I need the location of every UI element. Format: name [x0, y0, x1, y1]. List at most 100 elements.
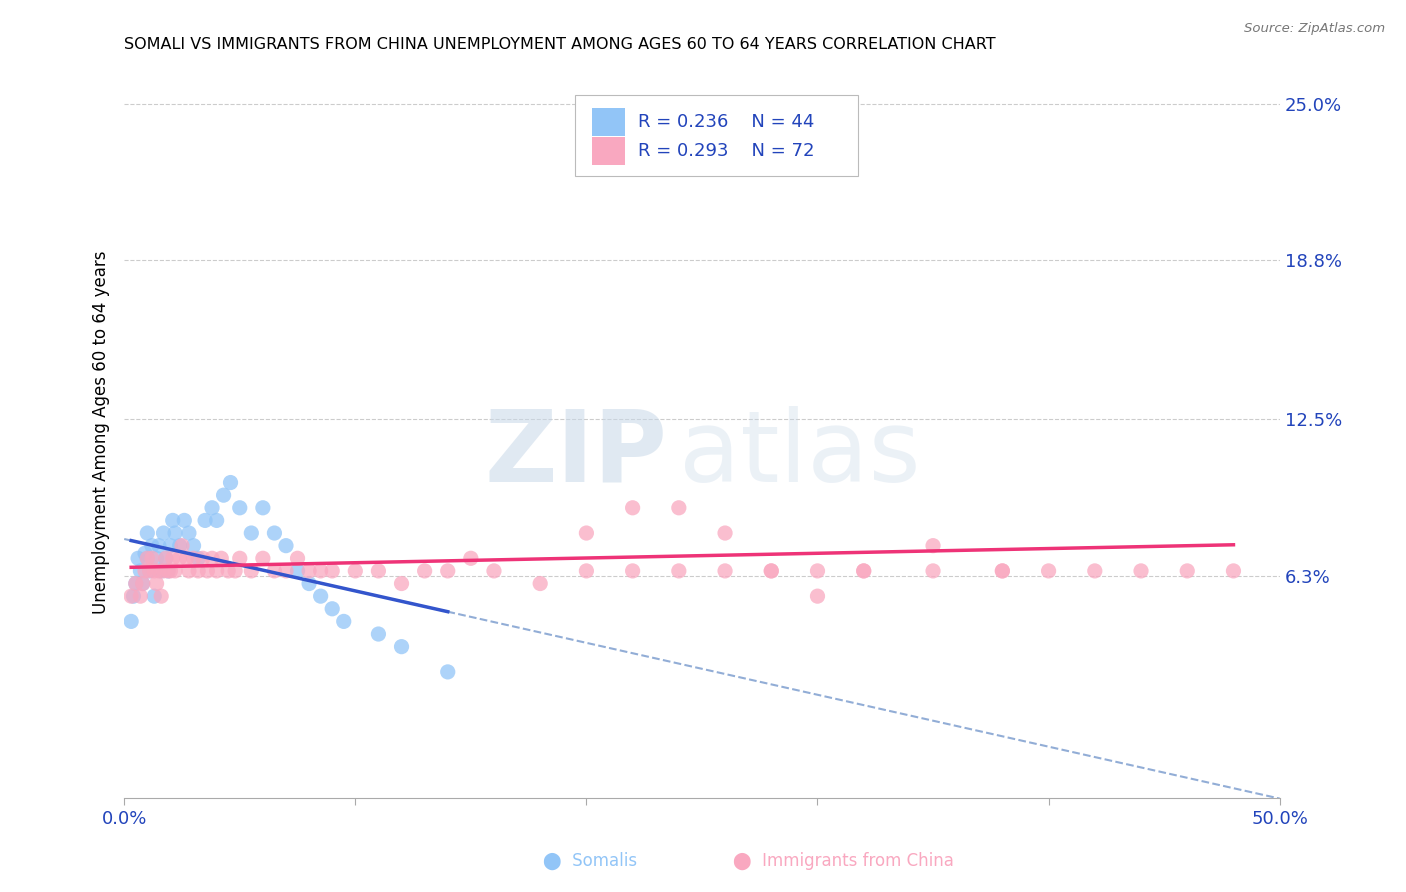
Point [177, 526, 200, 541]
Point [413, 564, 436, 578]
Text: Source: ZipAtlas.com: Source: ZipAtlas.com [1244, 22, 1385, 36]
FancyBboxPatch shape [592, 108, 624, 136]
Point [217, 564, 239, 578]
Point [201, 500, 224, 515]
Point [274, 564, 297, 578]
Text: atlas: atlas [679, 406, 921, 502]
Point [240, 564, 263, 578]
Point [159, 539, 181, 553]
Point [143, 564, 166, 578]
Point [131, 576, 153, 591]
Point [219, 475, 242, 490]
Point [229, 551, 252, 566]
Point [141, 539, 163, 553]
Point [252, 500, 274, 515]
Text: R = 0.236    N = 44: R = 0.236 N = 44 [638, 112, 814, 130]
Point [169, 551, 191, 566]
Point [621, 564, 644, 578]
Point [229, 500, 252, 515]
Y-axis label: Unemployment Among Ages 60 to 64 years: Unemployment Among Ages 60 to 64 years [93, 251, 110, 614]
Point [621, 500, 644, 515]
Point [1084, 564, 1107, 578]
FancyBboxPatch shape [592, 137, 624, 165]
Point [120, 615, 142, 629]
Point [991, 564, 1014, 578]
Point [162, 513, 184, 527]
Point [138, 564, 160, 578]
Point [668, 564, 690, 578]
Point [1222, 564, 1244, 578]
Point [309, 589, 332, 603]
Text: ⬤  Immigrants from China: ⬤ Immigrants from China [733, 852, 955, 870]
Point [263, 564, 285, 578]
Point [155, 551, 177, 566]
Point [690, 110, 713, 124]
Point [191, 551, 214, 566]
Point [165, 564, 187, 578]
Point [187, 564, 209, 578]
Point [252, 551, 274, 566]
Point [852, 564, 875, 578]
Text: ⬤  Somalis: ⬤ Somalis [544, 852, 637, 870]
Point [852, 564, 875, 578]
Point [761, 564, 783, 578]
Point [460, 551, 482, 566]
Point [806, 589, 828, 603]
Point [136, 551, 159, 566]
Point [922, 539, 945, 553]
Point [145, 551, 167, 566]
Point [321, 601, 343, 615]
Point [922, 564, 945, 578]
Point [127, 551, 149, 566]
Point [367, 627, 389, 641]
Point [287, 564, 309, 578]
Point [194, 513, 217, 527]
Point [148, 564, 170, 578]
Point [575, 526, 598, 541]
Point [169, 539, 191, 553]
Point [183, 551, 205, 566]
Text: ZIP: ZIP [485, 406, 668, 502]
Point [125, 576, 148, 591]
Text: SOMALI VS IMMIGRANTS FROM CHINA UNEMPLOYMENT AMONG AGES 60 TO 64 YEARS CORRELATI: SOMALI VS IMMIGRANTS FROM CHINA UNEMPLOY… [124, 37, 995, 53]
Point [391, 576, 413, 591]
Point [529, 576, 551, 591]
Point [141, 551, 163, 566]
Point [436, 665, 458, 679]
Point [152, 526, 174, 541]
Point [170, 539, 193, 553]
Point [125, 576, 148, 591]
Point [1038, 564, 1060, 578]
Point [209, 551, 232, 566]
Point [321, 564, 343, 578]
Text: R = 0.293    N = 72: R = 0.293 N = 72 [638, 142, 815, 160]
Point [367, 564, 389, 578]
Point [138, 564, 160, 578]
Point [129, 564, 152, 578]
Point [157, 564, 180, 578]
Point [134, 546, 156, 560]
Point [714, 564, 737, 578]
Point [212, 488, 235, 502]
Point [165, 526, 187, 541]
Point [150, 564, 173, 578]
Point [482, 564, 505, 578]
Point [177, 564, 200, 578]
Point [332, 615, 354, 629]
Point [274, 539, 297, 553]
Point [714, 526, 737, 541]
Point [344, 564, 367, 578]
Point [391, 640, 413, 654]
Point [205, 513, 228, 527]
Point [150, 589, 173, 603]
Point [263, 526, 285, 541]
Point [1175, 564, 1198, 578]
Point [148, 539, 170, 553]
Point [152, 564, 174, 578]
Point [120, 589, 142, 603]
Point [143, 589, 166, 603]
Point [131, 576, 153, 591]
Point [224, 564, 246, 578]
Point [183, 539, 205, 553]
Point [122, 589, 145, 603]
